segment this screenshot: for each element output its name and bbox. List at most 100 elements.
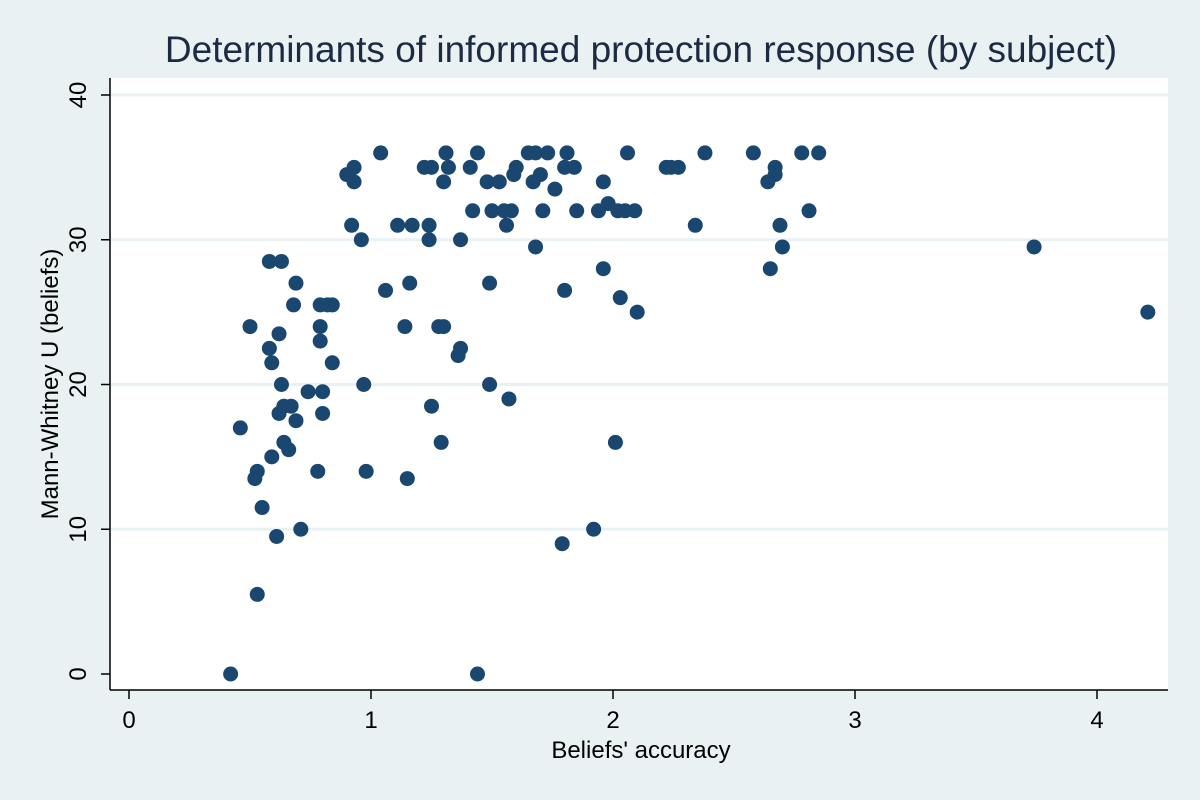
data-point [399, 471, 415, 487]
data-point [697, 145, 713, 161]
data-point [346, 174, 362, 190]
data-point [281, 442, 297, 458]
y-tick-label: 20 [65, 371, 92, 398]
data-point [745, 145, 761, 161]
data-point [554, 536, 570, 552]
data-point [300, 384, 316, 400]
data-point [249, 586, 265, 602]
data-point [353, 232, 369, 248]
data-point [462, 159, 478, 175]
data-point [499, 217, 515, 233]
data-point [286, 297, 302, 313]
data-point [273, 253, 289, 269]
data-point [310, 463, 326, 479]
data-point [271, 326, 287, 342]
data-point [373, 145, 389, 161]
y-tick-label: 0 [65, 667, 92, 680]
data-point [1140, 304, 1156, 320]
data-point [404, 217, 420, 233]
data-point [283, 398, 299, 414]
data-point [312, 333, 328, 349]
data-point [528, 239, 544, 255]
data-point [612, 290, 628, 306]
y-tick-label: 30 [65, 226, 92, 253]
data-point [794, 145, 810, 161]
data-point [288, 275, 304, 291]
data-point [312, 319, 328, 335]
data-point [438, 145, 454, 161]
data-point [532, 167, 548, 183]
data-point [586, 521, 602, 537]
data-point [324, 355, 340, 371]
data-point [670, 159, 686, 175]
data-point [436, 319, 452, 335]
data-point [767, 167, 783, 183]
data-point [269, 528, 285, 544]
data-point [288, 413, 304, 429]
data-point [479, 174, 495, 190]
data-point [774, 239, 790, 255]
x-tick-label: 1 [364, 707, 377, 734]
x-tick-label: 3 [848, 707, 861, 734]
data-point [242, 319, 258, 335]
data-point [315, 405, 331, 421]
data-point [528, 145, 544, 161]
data-point [424, 398, 439, 414]
data-point [293, 521, 309, 537]
y-axis-label: Mann-Whitney U (beliefs) [37, 249, 64, 520]
data-point [569, 203, 585, 219]
chart-title: Determinants of informed protection resp… [165, 29, 1117, 70]
gridlines [110, 93, 1168, 531]
data-point [232, 420, 248, 436]
data-point [249, 463, 265, 479]
data-point [595, 174, 611, 190]
data-point [453, 232, 469, 248]
data-point [482, 377, 498, 392]
data-point [503, 203, 519, 219]
data-point [421, 217, 437, 233]
data-point [535, 203, 551, 219]
data-point [421, 232, 437, 248]
data-point [811, 145, 827, 161]
x-axis-label: Beliefs' accuracy [551, 737, 730, 764]
y-tick-label: 40 [65, 82, 92, 109]
data-point [482, 275, 498, 291]
data-point [440, 159, 456, 175]
data-point [559, 145, 575, 161]
data-point [772, 217, 788, 233]
data-point [453, 340, 469, 356]
data-point [469, 145, 485, 161]
data-point [484, 203, 500, 219]
data-point [346, 159, 362, 175]
data-point [264, 449, 280, 465]
x-tick-label: 2 [606, 707, 619, 734]
data-point [607, 434, 623, 450]
data-point [390, 217, 406, 233]
data-point [629, 304, 645, 320]
data-point [358, 463, 374, 479]
data-point [436, 174, 452, 190]
data-point [620, 145, 636, 161]
data-point [356, 377, 372, 392]
data-points [223, 145, 1156, 682]
data-point [469, 666, 485, 682]
data-point [402, 275, 418, 291]
data-point [508, 159, 524, 175]
data-point [687, 217, 703, 233]
data-point [595, 261, 611, 277]
data-point [540, 145, 556, 161]
data-point [397, 319, 413, 335]
x-tick-label: 0 [122, 707, 135, 734]
data-point [273, 377, 289, 392]
data-point [433, 434, 449, 450]
data-point [424, 159, 439, 175]
data-point [501, 391, 517, 407]
data-point [223, 666, 239, 682]
data-point [762, 261, 778, 277]
data-point [557, 282, 573, 298]
data-point [491, 174, 507, 190]
data-point [801, 203, 817, 219]
data-point [627, 203, 643, 219]
